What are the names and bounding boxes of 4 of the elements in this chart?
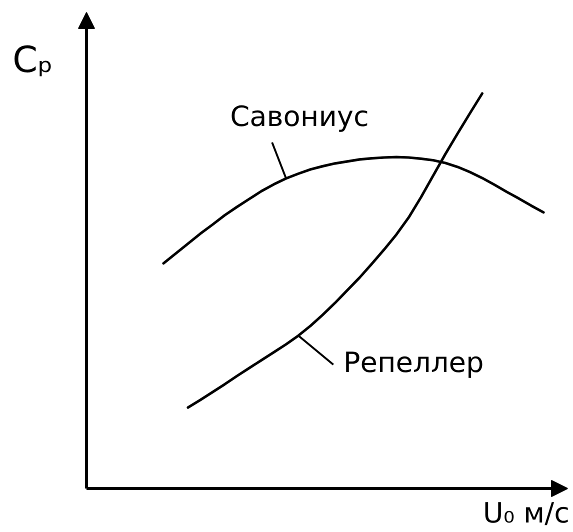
series-label: Савониус (230, 100, 369, 133)
y-axis-title: Cₚ (12, 40, 54, 81)
x-axis-title: U₀ м/с (482, 496, 570, 530)
series-label: Репеллер (343, 346, 484, 380)
